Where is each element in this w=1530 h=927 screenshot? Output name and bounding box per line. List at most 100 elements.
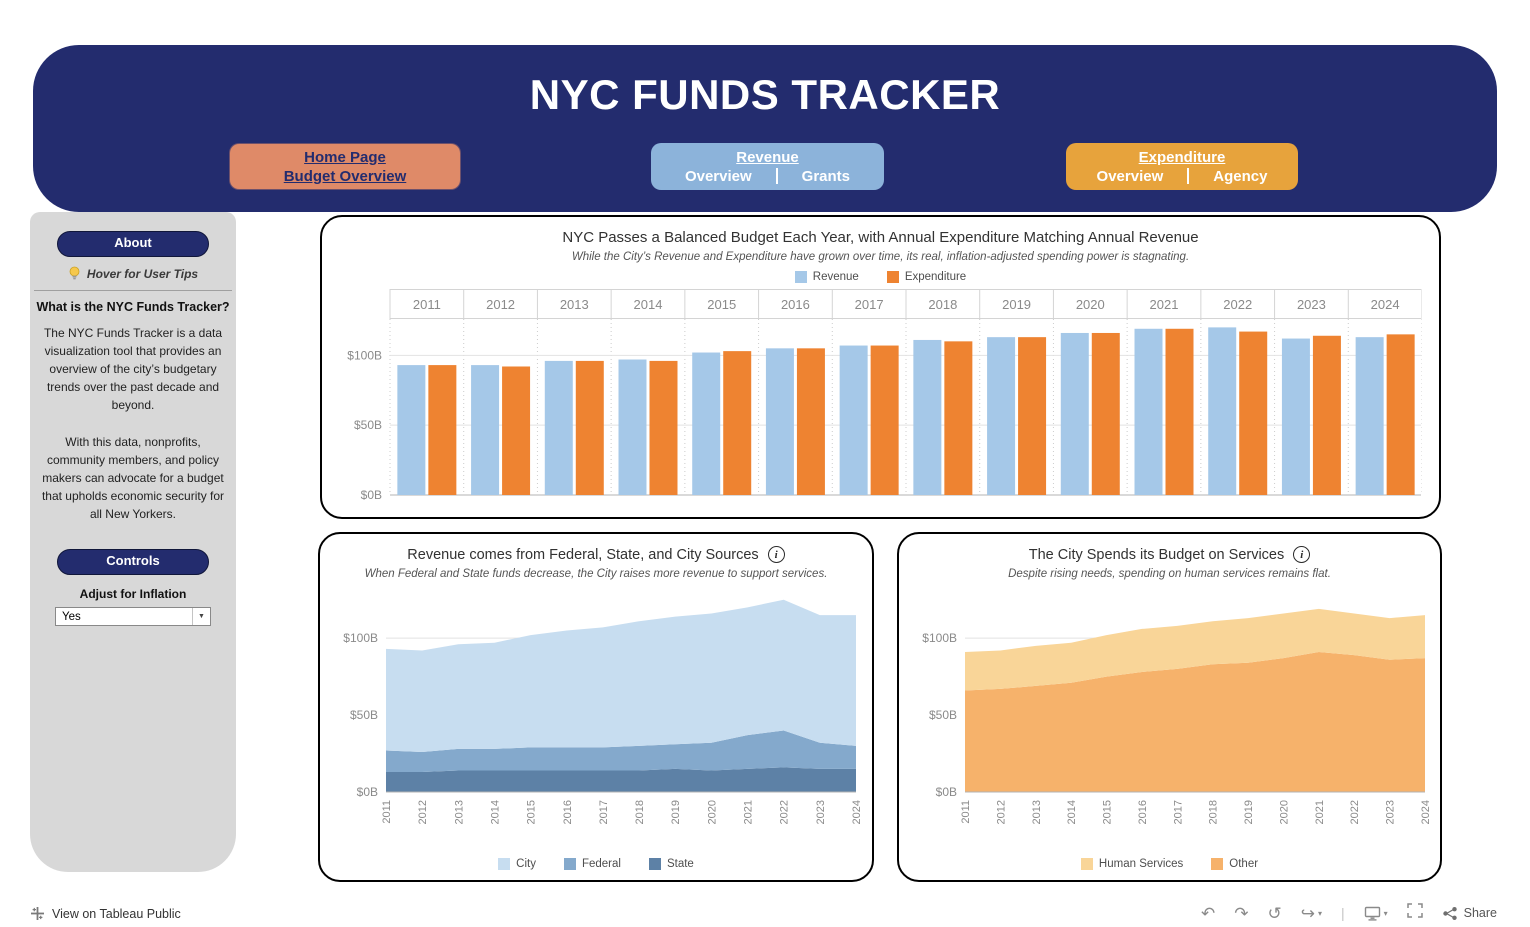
legend-item[interactable]: Other bbox=[1211, 858, 1258, 870]
balanced-budget-legend: Revenue Expenditure bbox=[322, 271, 1439, 283]
spending-services-area-chart[interactable]: $0B $50B $100B 2011 2012 2013 2014 2015 2016 2017… bbox=[907, 586, 1440, 843]
inflation-parameter-label: Adjust for Inflation bbox=[79, 587, 187, 601]
svg-text:2015: 2015 bbox=[526, 800, 538, 824]
legend-label: City bbox=[516, 858, 536, 870]
info-icon[interactable]: i bbox=[1293, 546, 1311, 563]
share-button[interactable]: Share bbox=[1442, 906, 1497, 921]
svg-text:2015: 2015 bbox=[707, 297, 736, 312]
legend-label: Other bbox=[1229, 858, 1259, 870]
share-arrow-icon[interactable]: ↪ bbox=[1300, 903, 1315, 923]
svg-text:$100B: $100B bbox=[343, 631, 378, 645]
svg-text:2016: 2016 bbox=[781, 297, 810, 312]
tableau-public-label[interactable]: View on Tableau Public bbox=[52, 906, 181, 921]
caret-down-icon[interactable]: ▾ bbox=[1383, 908, 1388, 918]
controls-button[interactable]: Controls bbox=[57, 549, 209, 575]
nav-expenditure-agency-link[interactable]: Agency bbox=[1213, 167, 1268, 185]
revenue-sources-legend: City Federal State bbox=[320, 858, 872, 870]
svg-text:2018: 2018 bbox=[928, 297, 957, 312]
share-nodes-icon bbox=[1442, 906, 1457, 920]
nav-expenditure-overview-link[interactable]: Overview bbox=[1096, 167, 1164, 185]
svg-text:2013: 2013 bbox=[453, 800, 465, 824]
reset-icon[interactable]: ↺ bbox=[1267, 903, 1282, 923]
nav-revenue-title[interactable]: Revenue bbox=[736, 148, 799, 166]
svg-text:2017: 2017 bbox=[598, 800, 610, 824]
share-menu-button[interactable]: ↪ ▾ bbox=[1301, 905, 1322, 922]
inflation-dropdown[interactable]: Yes ▼ bbox=[55, 607, 211, 626]
device-monitor-icon bbox=[1364, 906, 1380, 921]
svg-text:2023: 2023 bbox=[1385, 800, 1397, 824]
caret-down-icon[interactable]: ▾ bbox=[1317, 908, 1322, 918]
nav-revenue-button[interactable]: Revenue Overview Grants bbox=[651, 143, 884, 190]
revenue-sources-title: Revenue comes from Federal, State, and C… bbox=[407, 546, 759, 563]
nav-expenditure-button[interactable]: Expenditure Overview Agency bbox=[1066, 143, 1298, 190]
legend-item[interactable]: Human Services bbox=[1080, 858, 1184, 870]
legend-item[interactable]: State bbox=[648, 858, 694, 870]
balanced-budget-bar-chart[interactable]: $0B $50B $100B 2011 2012 2013 2014 2015 2016 2017… bbox=[334, 289, 1439, 506]
legend-item[interactable]: Federal bbox=[563, 858, 621, 870]
spending-services-subtitle: Despite rising needs, spending on human … bbox=[1008, 568, 1331, 580]
about-button[interactable]: About bbox=[57, 231, 209, 257]
legend-swatch-icon bbox=[498, 858, 511, 870]
svg-text:2023: 2023 bbox=[815, 800, 827, 824]
legend-label: Human Services bbox=[1098, 858, 1184, 870]
legend-item[interactable]: Expenditure bbox=[886, 271, 966, 283]
svg-text:2015: 2015 bbox=[1102, 800, 1114, 824]
legend-item[interactable]: City bbox=[498, 858, 536, 870]
svg-text:2011: 2011 bbox=[413, 297, 441, 312]
legend-swatch-icon bbox=[563, 858, 576, 870]
nav-revenue-overview-link[interactable]: Overview bbox=[684, 167, 752, 185]
svg-text:2021: 2021 bbox=[1314, 800, 1326, 824]
svg-text:$50B: $50B bbox=[350, 708, 378, 722]
svg-text:2020: 2020 bbox=[1076, 297, 1105, 312]
svg-text:$0B: $0B bbox=[936, 785, 957, 799]
revenue-sources-card: Revenue comes from Federal, State, and C… bbox=[318, 532, 874, 882]
nav-home-page-button[interactable]: Home Page Budget Overview bbox=[229, 143, 461, 190]
nav-budget-overview-link[interactable]: Budget Overview bbox=[283, 167, 407, 185]
tableau-logo-icon bbox=[31, 907, 44, 920]
svg-text:2021: 2021 bbox=[743, 800, 755, 824]
share-label[interactable]: Share bbox=[1463, 906, 1497, 920]
legend-label: Revenue bbox=[812, 271, 859, 283]
legend-swatch-icon bbox=[1211, 858, 1224, 870]
svg-text:2024: 2024 bbox=[1371, 297, 1400, 312]
svg-text:2019: 2019 bbox=[670, 800, 682, 824]
svg-text:2022: 2022 bbox=[1349, 800, 1361, 824]
about-paragraph-2: With this data, nonprofits, community me… bbox=[41, 435, 225, 521]
svg-text:2011: 2011 bbox=[960, 800, 972, 824]
undo-icon[interactable]: ↶ bbox=[1200, 903, 1216, 923]
about-heading: What is the NYC Funds Tracker? bbox=[36, 300, 230, 314]
hover-tips: Hover for User Tips bbox=[30, 266, 236, 281]
tableau-public-link[interactable]: View on Tableau Public bbox=[30, 906, 181, 921]
svg-text:2020: 2020 bbox=[1278, 800, 1290, 824]
legend-swatch-icon bbox=[886, 271, 899, 283]
revenue-sources-area-chart[interactable]: $0B $50B $100B 2011 2012 2013 2014 2015 2016 2017… bbox=[328, 586, 872, 843]
svg-text:2022: 2022 bbox=[1223, 297, 1252, 312]
redo-icon[interactable]: ↷ bbox=[1234, 903, 1249, 923]
device-preview-button[interactable]: ▾ bbox=[1364, 906, 1388, 921]
hover-tips-label: Hover for User Tips bbox=[86, 266, 199, 281]
legend-item[interactable]: Revenue bbox=[794, 271, 859, 283]
svg-text:2018: 2018 bbox=[634, 800, 646, 824]
about-paragraph-1: The NYC Funds Tracker is a data visualiz… bbox=[43, 326, 223, 412]
legend-swatch-icon bbox=[1080, 858, 1093, 870]
fullscreen-button[interactable] bbox=[1406, 903, 1423, 923]
nav-home-title[interactable]: Home Page bbox=[304, 148, 386, 166]
svg-text:2024: 2024 bbox=[851, 800, 863, 824]
svg-text:2012: 2012 bbox=[417, 800, 429, 824]
balanced-budget-subtitle: While the City’s Revenue and Expenditure… bbox=[571, 251, 1190, 263]
info-icon[interactable]: i bbox=[767, 546, 785, 563]
fullscreen-icon bbox=[1406, 903, 1423, 918]
nav-expenditure-title[interactable]: Expenditure bbox=[1138, 148, 1226, 166]
svg-text:2024: 2024 bbox=[1420, 800, 1432, 824]
legend-swatch-icon bbox=[648, 858, 661, 870]
legend-label: Federal bbox=[581, 858, 621, 870]
sidebar: About Hover for User Tips What is the NY… bbox=[30, 212, 236, 872]
svg-text:2014: 2014 bbox=[1066, 800, 1078, 824]
dropdown-caret-icon[interactable]: ▼ bbox=[192, 608, 210, 625]
nav-revenue-grants-link[interactable]: Grants bbox=[801, 167, 851, 185]
svg-text:2020: 2020 bbox=[706, 800, 718, 824]
svg-text:2012: 2012 bbox=[995, 800, 1007, 824]
svg-text:$50B: $50B bbox=[354, 418, 382, 432]
svg-text:2011: 2011 bbox=[381, 800, 393, 824]
svg-text:2016: 2016 bbox=[562, 800, 574, 824]
